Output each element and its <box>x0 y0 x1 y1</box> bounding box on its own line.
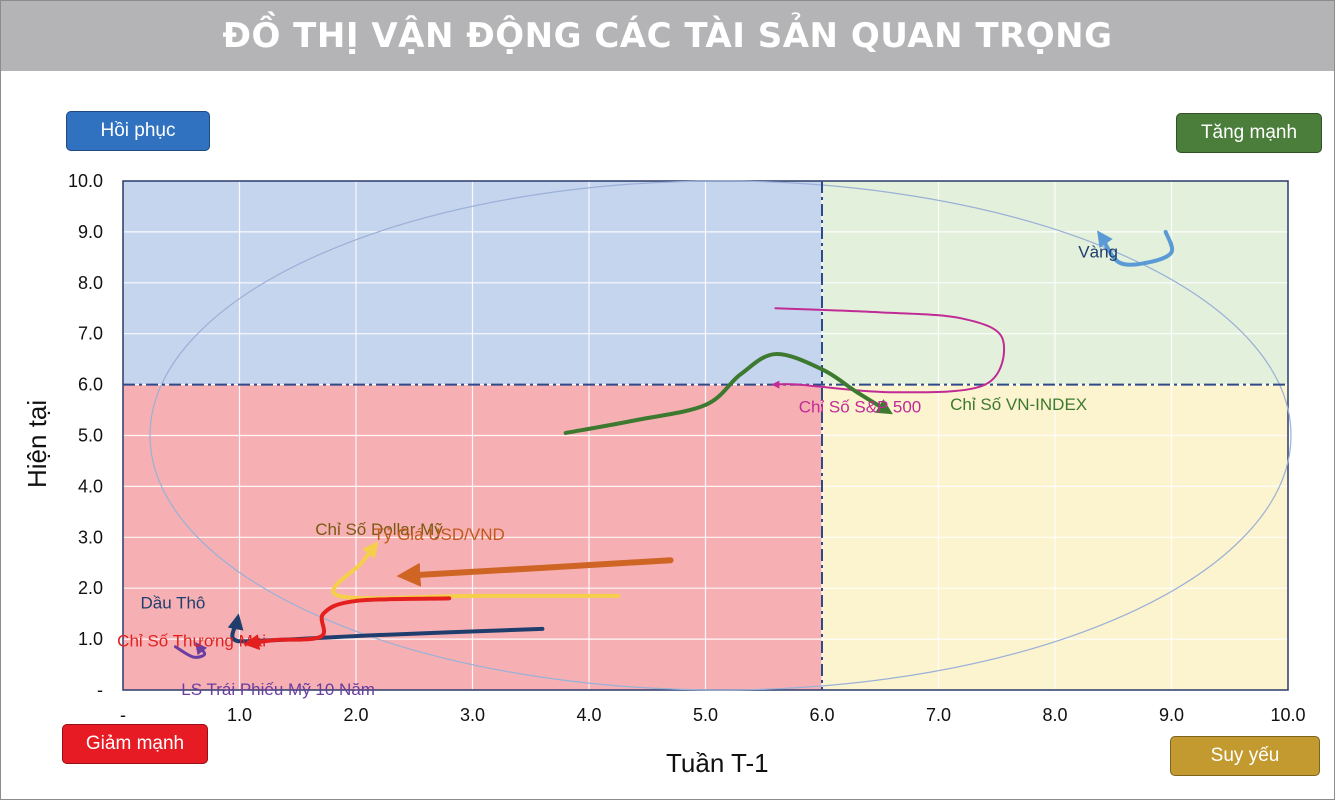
x-tick-label: 6.0 <box>809 705 834 725</box>
series-label: Vàng <box>1078 242 1118 261</box>
series-label: Chỉ Số S&P 500 <box>799 398 922 417</box>
series-label: Chỉ Số Thương Mại <box>117 632 266 651</box>
title-bar: ĐỒ THỊ VẬN ĐỘNG CÁC TÀI SẢN QUAN TRỌNG <box>1 1 1334 71</box>
y-tick-label: 1.0 <box>78 629 103 649</box>
series-trail <box>771 307 1006 394</box>
reference-ellipse <box>149 180 1292 691</box>
y-tick-label: 8.0 <box>78 273 103 293</box>
x-tick-label: 7.0 <box>926 705 951 725</box>
x-tick-label: 8.0 <box>1042 705 1067 725</box>
y-axis-title: Hiện tại <box>22 399 52 488</box>
series-label: Chỉ Số VN-INDEX <box>950 395 1087 414</box>
y-tick-label: 5.0 <box>78 426 103 446</box>
series-label: Chỉ Số Dollar Mỹ <box>315 520 443 539</box>
y-tick-label: 9.0 <box>78 222 103 242</box>
series-trail <box>173 641 208 659</box>
series-label: Dầu Thô <box>140 594 205 613</box>
series-trail <box>1097 229 1175 267</box>
chart-title: ĐỒ THỊ VẬN ĐỘNG CÁC TÀI SẢN QUAN TRỌNG <box>222 16 1113 56</box>
x-tick-label: 4.0 <box>576 705 601 725</box>
y-tick-label: 10.0 <box>68 171 103 191</box>
x-tick-label: 5.0 <box>693 705 718 725</box>
x-tick-label: 3.0 <box>460 705 485 725</box>
y-tick-label: - <box>97 680 103 700</box>
quadrant-label-weakening: Suy yếu <box>1170 736 1320 776</box>
series-trail <box>243 596 452 651</box>
y-tick-label: 4.0 <box>78 476 103 496</box>
quadrant-label-recovery: Hồi phục <box>66 111 210 151</box>
x-tick-label: 10.0 <box>1270 705 1305 725</box>
y-tick-label: 2.0 <box>78 578 103 598</box>
x-tick-label: 9.0 <box>1159 705 1184 725</box>
y-tick-label: 6.0 <box>78 375 103 395</box>
x-tick-label: 1.0 <box>227 705 252 725</box>
quadrant-label-strong-decline: Giảm mạnh <box>62 724 208 764</box>
y-tick-label: 7.0 <box>78 324 103 344</box>
x-tick-label: - <box>120 705 126 725</box>
y-tick-label: 3.0 <box>78 527 103 547</box>
series-trail <box>396 557 674 587</box>
series-label: Tỷ Giá USD/VND <box>373 525 504 544</box>
quadrant-label-strong-growth: Tăng mạnh <box>1176 113 1322 153</box>
series-trail <box>331 541 621 601</box>
x-axis-title: Tuần T-1 <box>666 748 769 778</box>
series-trail <box>563 352 893 435</box>
series-label: LS Trái Phiếu Mỹ 10 Năm <box>181 680 375 699</box>
x-tick-label: 2.0 <box>343 705 368 725</box>
